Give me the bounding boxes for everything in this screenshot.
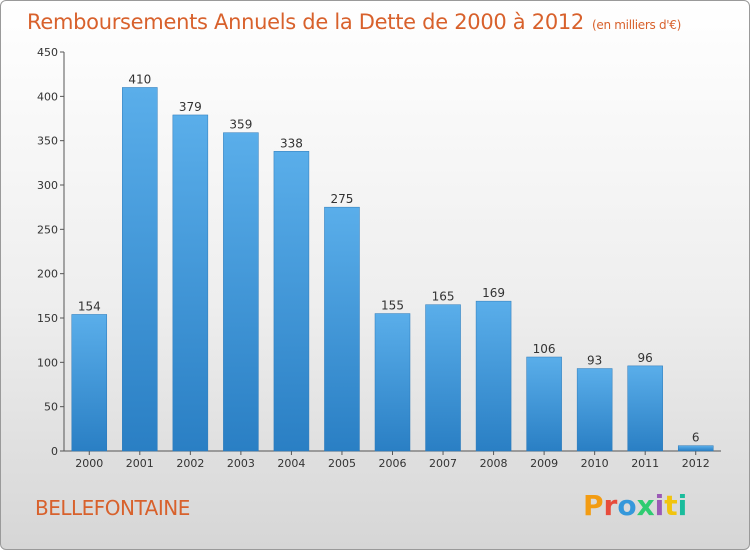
x-tick-label: 2000 — [75, 457, 103, 470]
data-label: 155 — [381, 299, 404, 313]
bar — [324, 206, 360, 452]
title-unit: (en milliers d'€) — [592, 18, 682, 32]
title-text: Remboursements Annuels de la Dette de 20… — [27, 10, 584, 34]
logo-letter: x — [636, 489, 655, 522]
bar — [425, 304, 461, 452]
y-tick-label: 0 — [51, 445, 58, 458]
logo-letter: r — [603, 489, 618, 522]
y-tick-label: 200 — [37, 268, 58, 281]
x-tick-label: 2001 — [126, 457, 154, 470]
data-label: 275 — [331, 192, 354, 206]
x-tick-label: 2004 — [277, 457, 305, 470]
y-tick-label: 250 — [37, 223, 58, 236]
bar — [374, 313, 411, 452]
bar — [223, 132, 259, 452]
commune-name: BELLEFONTAINE — [35, 496, 190, 520]
x-tick-label: 2002 — [176, 457, 204, 470]
x-tick-label: 2011 — [631, 457, 659, 470]
y-tick-label: 350 — [37, 135, 58, 148]
y-tick-label: 50 — [44, 401, 58, 414]
y-tick-label: 300 — [37, 179, 58, 192]
x-tick-label: 2005 — [328, 457, 356, 470]
x-tick-label: 2007 — [429, 457, 457, 470]
bars — [71, 87, 714, 452]
logo-letter: o — [617, 489, 637, 522]
x-tick-label: 2012 — [682, 457, 710, 470]
data-label: 96 — [638, 351, 653, 365]
data-label: 379 — [179, 100, 202, 114]
y-tick-label: 150 — [37, 312, 58, 325]
data-label: 154 — [78, 299, 101, 313]
data-labels: 154 410 379 359 338 275 155 165 169 106 93 96 6 — [78, 72, 700, 444]
data-label: 93 — [587, 354, 602, 368]
y-tick-label: 450 — [37, 46, 58, 59]
x-tick-label: 2008 — [480, 457, 508, 470]
axes: 0 50 100 150 200 250 300 350 400 450 2000 2001 2002 2… — [37, 46, 721, 470]
x-tick-label: 2010 — [581, 457, 609, 470]
data-label: 169 — [482, 286, 505, 300]
bar — [677, 445, 714, 452]
bar — [122, 87, 158, 452]
data-label: 6 — [692, 431, 700, 445]
bar — [273, 151, 310, 452]
logo-letter: t — [664, 489, 678, 522]
logo-letter: P — [583, 489, 604, 522]
x-tick-label: 2006 — [379, 457, 407, 470]
bar — [576, 368, 613, 452]
bar — [71, 314, 108, 452]
data-label: 165 — [432, 290, 455, 304]
data-label: 338 — [280, 136, 303, 150]
x-tick-label: 2003 — [227, 457, 255, 470]
data-label: 359 — [229, 118, 252, 132]
y-tick-label: 100 — [37, 356, 58, 369]
logo-letter: i — [654, 489, 665, 522]
x-tick-label: 2009 — [530, 457, 558, 470]
bar — [627, 365, 663, 452]
data-label: 410 — [128, 72, 151, 86]
bar — [172, 114, 209, 452]
y-tick-label: 400 — [37, 90, 58, 103]
chart-title: Remboursements Annuels de la Dette de 20… — [27, 10, 681, 34]
data-label: 106 — [533, 342, 556, 356]
logo-letter: i — [677, 489, 688, 522]
bar — [526, 356, 562, 452]
bar — [475, 300, 512, 452]
proxiti-logo: Proxiti — [583, 489, 687, 522]
